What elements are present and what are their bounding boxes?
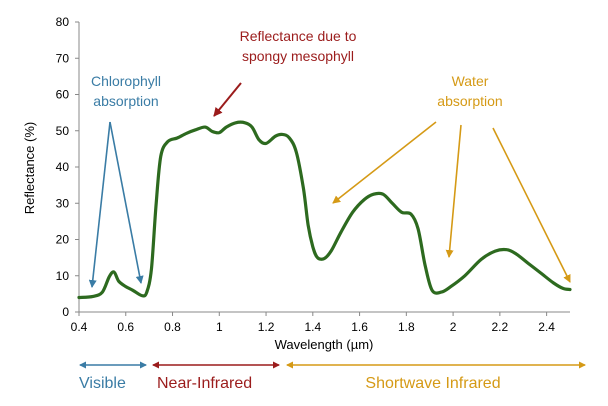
chlorophyll-arrow-blue-band <box>88 121 111 288</box>
y-tick-label: 20 <box>56 233 70 247</box>
water-arrow-1400 <box>332 121 437 204</box>
x-tick-label: 0.8 <box>164 320 181 334</box>
reflectance-series-line <box>77 120 572 300</box>
mesophyll-arrow <box>213 82 242 117</box>
water-arrow-2500 <box>492 127 571 283</box>
y-tick-label: 80 <box>56 15 70 29</box>
annotation-chlorophyll-line2: absorption <box>93 93 158 109</box>
annotation-water-line2: absorption <box>437 93 502 109</box>
x-tick-label: 0.6 <box>117 320 134 334</box>
x-tick-label: 0.4 <box>71 320 88 334</box>
y-tick-label: 10 <box>56 269 70 283</box>
x-tick-label: 2 <box>450 320 457 334</box>
water-arrow-1900 <box>445 124 462 258</box>
annotation-mesophyll-line1: Reflectance due to <box>240 28 357 44</box>
y-tick-label: 70 <box>56 51 70 65</box>
x-tick-label: 1 <box>216 320 223 334</box>
x-tick-label: 2.4 <box>538 320 555 334</box>
x-tick-label: 1.2 <box>258 320 275 334</box>
y-tick-label: 40 <box>56 160 70 174</box>
y-tick-label: 50 <box>56 124 70 138</box>
annotation-chlorophyll-line1: Chlorophyll <box>91 73 161 89</box>
chlorophyll-arrow-red-band <box>109 121 144 284</box>
y-axis-ticks: 0 10 20 30 40 50 60 70 80 <box>56 15 79 319</box>
x-tick-label: 1.4 <box>304 320 321 334</box>
y-tick-label: 60 <box>56 88 70 102</box>
region-nir-label: Near-Infrared <box>157 375 252 392</box>
annotation-mesophyll-line2: spongy mesophyll <box>242 48 354 64</box>
y-tick-label: 30 <box>56 196 70 210</box>
x-axis-ticks: 0.4 0.6 0.8 1 1.2 1.4 1.6 1.8 2 2.2 2.4 <box>71 312 555 334</box>
y-axis-label: Reflectance (%) <box>22 122 37 214</box>
region-swir-label: Shortwave Infrared <box>365 375 500 392</box>
x-tick-label: 1.8 <box>398 320 415 334</box>
x-tick-label: 1.6 <box>351 320 368 334</box>
x-tick-label: 2.2 <box>492 320 509 334</box>
x-axis-label: Wavelength (µm) <box>275 337 374 352</box>
annotation-water-line1: Water <box>452 73 489 89</box>
y-tick-label: 0 <box>62 305 69 319</box>
region-visible-label: Visible <box>79 375 126 392</box>
